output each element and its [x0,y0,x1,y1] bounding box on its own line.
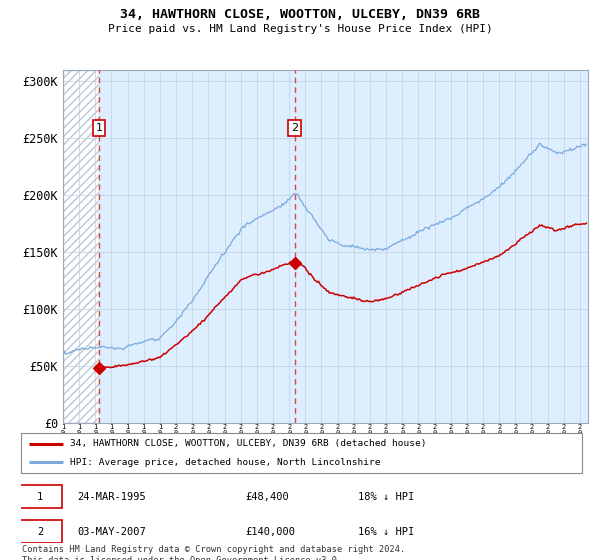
Bar [99,70,588,423]
Text: HPI: Average price, detached house, North Lincolnshire: HPI: Average price, detached house, Nort… [70,458,381,467]
Text: 34, HAWTHORN CLOSE, WOOTTON, ULCEBY, DN39 6RB: 34, HAWTHORN CLOSE, WOOTTON, ULCEBY, DN3… [120,8,480,21]
Text: 1: 1 [37,492,43,502]
Bar [63,70,99,423]
Text: 18% ↓ HPI: 18% ↓ HPI [358,492,414,502]
Text: 24-MAR-1995: 24-MAR-1995 [77,492,146,502]
Text: 2: 2 [37,526,43,536]
Text: 16% ↓ HPI: 16% ↓ HPI [358,526,414,536]
Text: 34, HAWTHORN CLOSE, WOOTTON, ULCEBY, DN39 6RB (detached house): 34, HAWTHORN CLOSE, WOOTTON, ULCEBY, DN3… [70,439,427,448]
FancyBboxPatch shape [18,520,62,543]
Text: Price paid vs. HM Land Registry's House Price Index (HPI): Price paid vs. HM Land Registry's House … [107,24,493,34]
Text: £140,000: £140,000 [245,526,295,536]
Text: Contains HM Land Registry data © Crown copyright and database right 2024.
This d: Contains HM Land Registry data © Crown c… [22,545,406,560]
Text: 03-MAY-2007: 03-MAY-2007 [77,526,146,536]
Text: 2: 2 [291,123,298,133]
FancyBboxPatch shape [18,485,62,508]
FancyBboxPatch shape [21,433,582,473]
Text: 1: 1 [95,123,103,133]
Text: £48,400: £48,400 [245,492,289,502]
